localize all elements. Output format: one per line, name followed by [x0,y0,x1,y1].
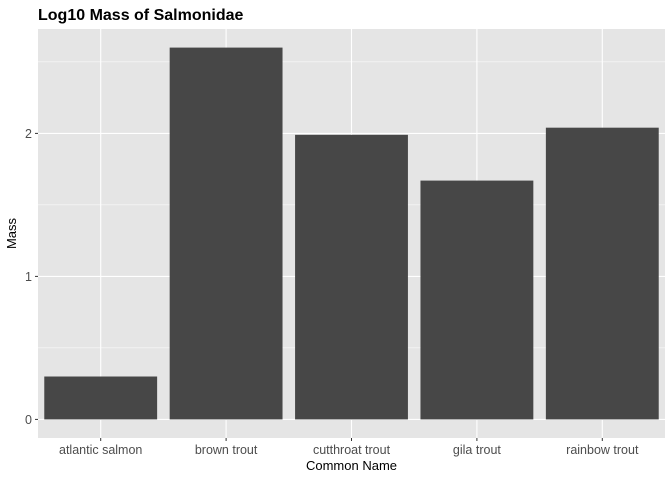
y-tick-label: 2 [25,127,32,141]
x-tick-label: rainbow trout [566,443,639,457]
chart-title: Log10 Mass of Salmonidae [38,7,243,24]
x-axis-ticks: atlantic salmon brown trout cutthroat trou… [59,438,639,457]
y-axis-title: Mass [4,217,19,249]
y-tick-label: 0 [25,413,32,427]
bar-cutthroat-trout [295,134,408,420]
bar-gila-trout [420,180,534,420]
bars [44,47,659,420]
x-tick-label: brown trout [195,443,258,457]
x-tick-label: cutthroat trout [313,443,391,457]
x-axis-title: Common Name [306,458,397,473]
bar-brown-trout [169,47,283,420]
x-tick-label: atlantic salmon [59,443,142,457]
x-tick-label: gila trout [453,443,501,457]
y-tick-label: 1 [25,270,32,284]
bar-atlantic-salmon [44,376,158,420]
bar-rainbow-trout [545,127,659,420]
y-axis-ticks: 0 1 2 [25,127,38,427]
